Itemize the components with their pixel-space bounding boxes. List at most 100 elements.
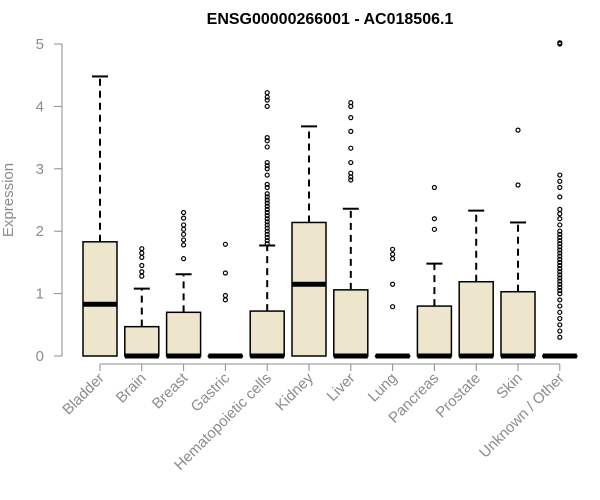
outlier-point xyxy=(557,262,563,269)
outlier-point xyxy=(557,250,563,256)
outlier-point xyxy=(557,315,563,322)
box-unknown-other xyxy=(542,40,578,359)
outlier-point xyxy=(264,191,270,197)
outlier-point xyxy=(557,259,563,265)
outlier-point xyxy=(348,115,354,121)
outlier-point xyxy=(264,166,270,172)
outlier-point xyxy=(557,328,563,334)
box-kidney xyxy=(291,125,327,357)
outlier-point xyxy=(557,269,563,275)
outlier-point xyxy=(264,184,270,191)
outlier-point xyxy=(264,197,270,203)
x-tick-label: Lung xyxy=(365,370,401,406)
outlier-point xyxy=(264,231,270,237)
outlier-point xyxy=(264,138,270,144)
y-tick-label: 5 xyxy=(36,36,44,53)
outlier-point xyxy=(515,127,521,133)
outlier-point xyxy=(264,97,270,103)
box-lung xyxy=(374,246,411,359)
outlier-point xyxy=(139,269,145,275)
box-body xyxy=(249,310,285,357)
outlier-point xyxy=(557,287,563,294)
outlier-point xyxy=(557,247,563,253)
y-tick-label: 0 xyxy=(36,348,44,365)
outlier-point xyxy=(264,144,270,150)
x-tick-label: Liver xyxy=(324,370,359,405)
box-hematopoietic-cells xyxy=(249,90,285,359)
outlier-point xyxy=(557,228,563,234)
outlier-point xyxy=(264,203,270,209)
outlier-point xyxy=(181,231,187,237)
outlier-point xyxy=(390,281,396,287)
outlier-point xyxy=(139,273,145,279)
outlier-point xyxy=(264,222,270,228)
outlier-point xyxy=(390,251,396,257)
outlier-point xyxy=(222,241,228,247)
outlier-point xyxy=(264,181,270,187)
box-body xyxy=(500,290,536,357)
outlier-point xyxy=(557,334,563,340)
outlier-point xyxy=(557,216,563,222)
outlier-point xyxy=(139,246,145,252)
outlier-point xyxy=(264,237,270,244)
outlier-point xyxy=(557,256,563,262)
outlier-point xyxy=(557,211,563,217)
outlier-point xyxy=(181,256,187,262)
outlier-point xyxy=(390,304,396,310)
outlier-point xyxy=(348,177,354,183)
outlier-point xyxy=(181,226,187,232)
box-body xyxy=(291,221,327,357)
outlier-point xyxy=(557,172,563,178)
box-gastric xyxy=(207,241,244,359)
outlier-point xyxy=(557,291,563,297)
x-tick-label: Skin xyxy=(493,370,526,403)
outlier-point xyxy=(557,206,563,212)
outlier-point xyxy=(431,226,437,232)
outlier-point xyxy=(557,194,563,200)
outlier-point xyxy=(264,206,270,212)
x-tick-label: Brain xyxy=(113,370,150,407)
outlier-point xyxy=(264,90,270,96)
outlier-point xyxy=(348,170,354,176)
boxes-group xyxy=(82,40,578,359)
outlier-point xyxy=(557,278,563,284)
chart-title: ENSG00000266001 - AC018506.1 xyxy=(207,11,454,28)
x-tick-label: Bladder xyxy=(59,370,108,419)
outlier-point xyxy=(557,241,563,247)
y-axis: 0 1 2 3 4 5 xyxy=(36,36,63,365)
outlier-point xyxy=(264,234,270,241)
outlier-point xyxy=(557,244,563,250)
outlier-point xyxy=(557,322,563,328)
outlier-point xyxy=(557,178,563,184)
outlier-point xyxy=(264,219,270,225)
outlier-point xyxy=(264,159,270,166)
outlier-point xyxy=(557,231,563,237)
outlier-point xyxy=(181,209,187,216)
outlier-point xyxy=(181,215,187,221)
outlier-point xyxy=(390,246,396,252)
outlier-point xyxy=(557,303,563,309)
box-brain xyxy=(124,246,160,359)
outlier-point xyxy=(264,225,270,231)
outlier-point xyxy=(139,254,145,261)
outlier-point xyxy=(264,94,270,100)
y-tick-label: 2 xyxy=(36,223,44,240)
outlier-point xyxy=(222,270,228,276)
box-bladder xyxy=(82,75,118,357)
box-pancreas xyxy=(416,184,453,359)
box-liver xyxy=(333,100,369,359)
outlier-point xyxy=(264,213,270,219)
outlier-point xyxy=(557,284,563,290)
outlier-point xyxy=(348,145,354,151)
box-body xyxy=(165,311,202,357)
outlier-point xyxy=(557,184,563,191)
box-prostate xyxy=(458,209,494,359)
y-tick-label: 4 xyxy=(36,98,44,115)
outlier-point xyxy=(264,163,270,169)
x-tick-label: Breast xyxy=(149,369,192,412)
outlier-point xyxy=(431,184,437,191)
box-skin xyxy=(500,127,536,359)
outlier-point xyxy=(515,182,521,188)
outlier-point xyxy=(557,309,563,315)
